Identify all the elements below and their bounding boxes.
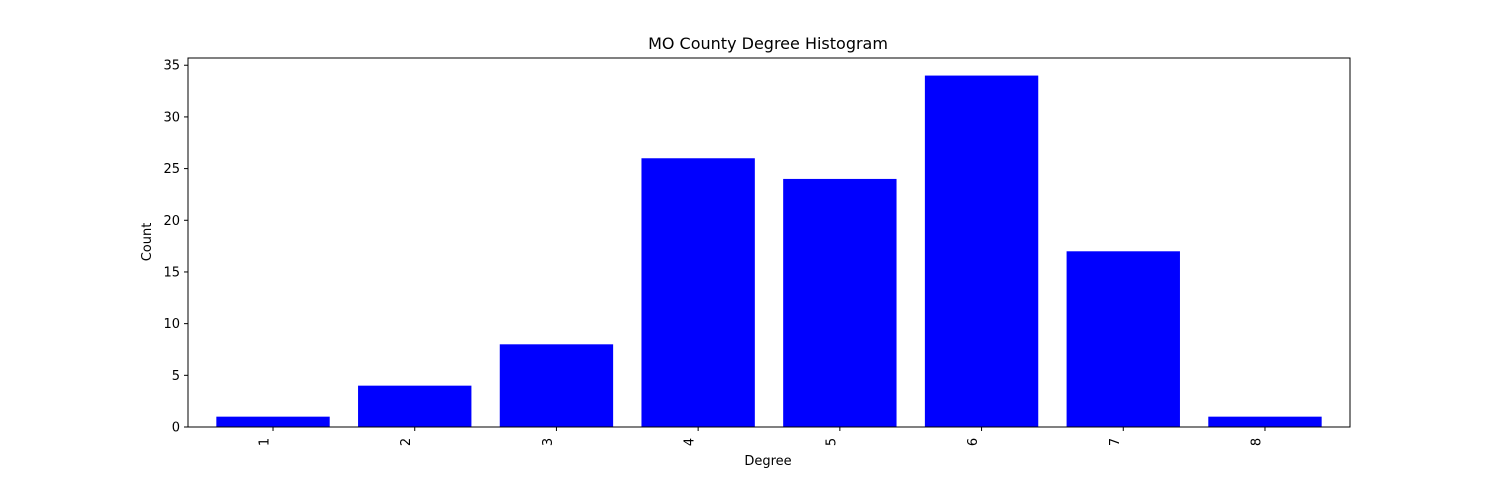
x-tick-label: 4 (683, 438, 698, 446)
bar-degree-6 (924, 75, 1039, 427)
x-tick-label: 5 (824, 438, 839, 446)
y-tick-label: 25 (163, 162, 180, 177)
bar-degree-3 (499, 344, 614, 427)
bar-degree-4 (641, 158, 755, 427)
y-tick-label: 35 (163, 59, 180, 74)
plot-frame (187, 57, 1351, 428)
bar-degree-7 (1066, 251, 1180, 427)
bar-degree-5 (783, 178, 897, 427)
x-tick-label: 8 (1249, 438, 1264, 446)
y-tick-label: 30 (163, 110, 180, 125)
x-axis-label: Degree (744, 454, 791, 469)
bar-degree-8 (1208, 416, 1322, 427)
bar-degree-2 (358, 385, 472, 427)
y-axis: 0 5 10 15 20 25 30 35 (163, 59, 188, 436)
x-tick-label: 3 (541, 438, 556, 446)
bars-group (216, 75, 1322, 427)
y-tick-label: 10 (163, 317, 180, 332)
bar-degree-1 (216, 416, 330, 427)
y-axis-label: Count (140, 223, 155, 262)
x-tick-label: 6 (966, 438, 981, 446)
y-tick-label: 20 (163, 214, 180, 229)
x-axis: 1 2 3 4 5 6 7 8 (258, 427, 1266, 446)
y-tick-label: 0 (172, 421, 180, 436)
x-tick-label: 7 (1108, 438, 1123, 446)
y-tick-label: 5 (172, 369, 180, 384)
x-tick-label: 2 (399, 438, 414, 446)
x-tick-label: 1 (258, 438, 273, 446)
chart-title: MO County Degree Histogram (648, 34, 888, 53)
y-tick-label: 15 (163, 265, 180, 280)
